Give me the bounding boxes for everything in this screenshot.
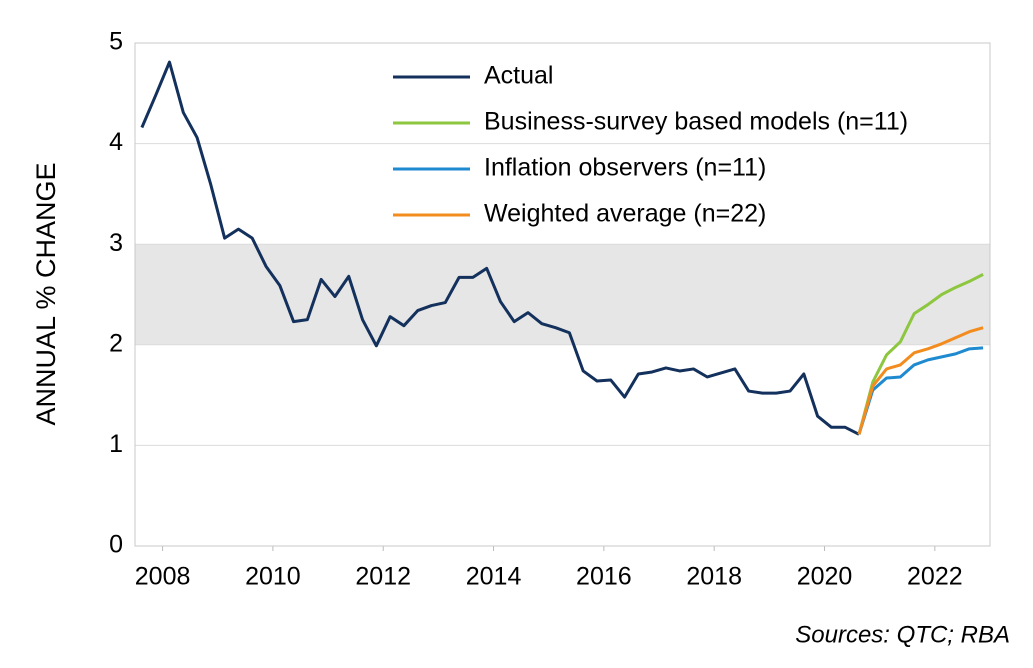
x-tick-label: 2020 [797, 563, 853, 591]
y-tick-label: 5 [109, 28, 123, 56]
y-tick-label: 1 [109, 430, 123, 458]
y-tick-label: 4 [109, 128, 123, 156]
legend-label: Weighted average (n=22) [484, 200, 766, 228]
legend-label: Inflation observers (n=11) [484, 154, 766, 182]
y-tick-label: 3 [109, 229, 123, 257]
y-tick-label: 2 [109, 329, 123, 357]
plot-frame [134, 42, 991, 547]
x-tick-label: 2014 [466, 563, 522, 591]
y-axis-label: ANNUAL % CHANGE [31, 162, 61, 425]
legend-label: Business-survey based models (n=11) [484, 108, 908, 136]
series-line [857, 273, 984, 435]
legend-label: Actual [484, 62, 553, 90]
x-tick-label: 2012 [355, 563, 411, 591]
x-tick-label: 2022 [907, 563, 963, 591]
x-tick-label: 2008 [135, 563, 191, 591]
source-note: Sources: QTC; RBA [795, 621, 1010, 648]
x-tick-label: 2016 [576, 563, 632, 591]
series-line [857, 346, 984, 435]
x-tick-label: 2018 [686, 563, 742, 591]
series-line [857, 326, 984, 435]
series-line [140, 60, 860, 436]
y-tick-label: 0 [109, 531, 123, 559]
target-band [135, 244, 990, 345]
x-tick-label: 2010 [245, 563, 301, 591]
